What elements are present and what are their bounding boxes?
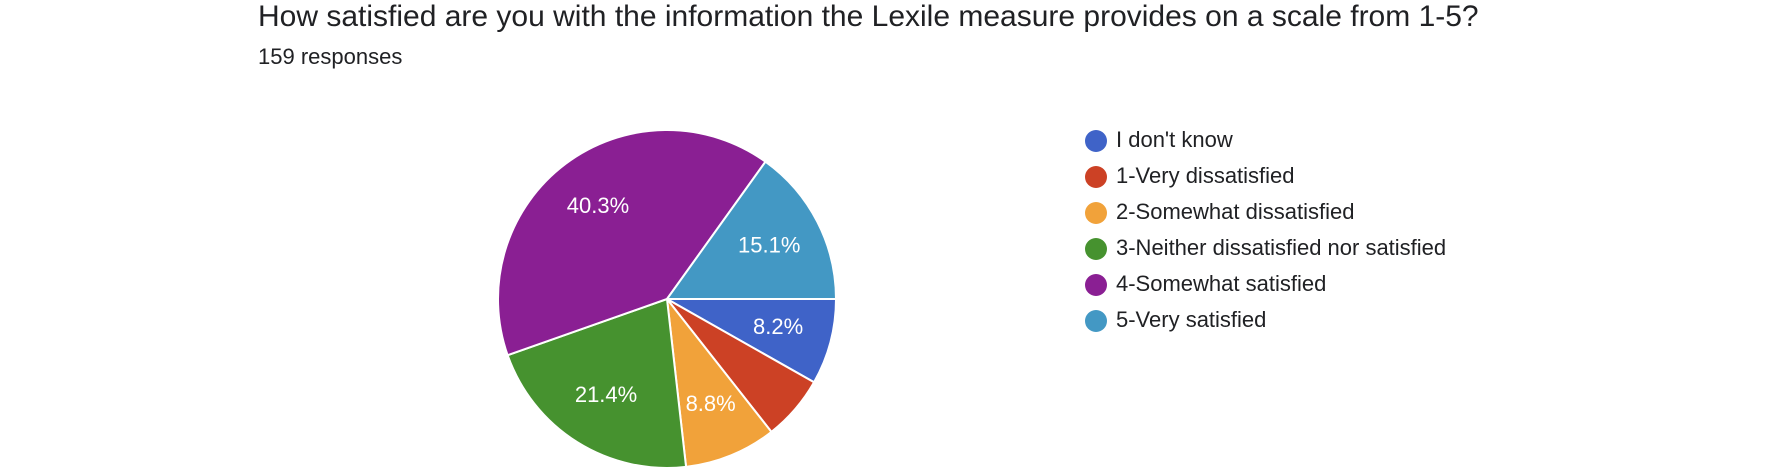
legend-marker (1085, 238, 1107, 260)
legend-marker (1085, 310, 1107, 332)
legend-label: 5-Very satisfied (1116, 307, 1266, 332)
slice-label: 8.8% (686, 391, 736, 416)
pie-slice (665, 160, 838, 300)
slice-label: 40.3% (567, 193, 629, 218)
slice-label: 8.2% (753, 314, 803, 339)
chart-subtitle: 159 responses (258, 44, 402, 69)
slice-label: 21.4% (575, 382, 637, 407)
legend-marker (1085, 130, 1107, 152)
legend-label: 2-Somewhat dissatisfied (1116, 199, 1354, 224)
legend-label: 4-Somewhat satisfied (1116, 271, 1326, 296)
legend-label: 3-Neither dissatisfied nor satisfied (1116, 235, 1446, 260)
pie-slice (663, 298, 838, 384)
legend-label: 1-Very dissatisfied (1116, 163, 1295, 188)
legend-marker (1085, 166, 1107, 188)
chart-title: How satisfied are you with the informati… (258, 0, 1479, 33)
pie-slice (497, 129, 767, 357)
slice-label: 15.1% (738, 232, 800, 257)
pie-slice (506, 297, 688, 469)
pie-slice (665, 295, 773, 469)
legend-marker (1085, 202, 1107, 224)
legend-marker (1085, 274, 1107, 296)
legend-label: I don't know (1116, 127, 1233, 152)
